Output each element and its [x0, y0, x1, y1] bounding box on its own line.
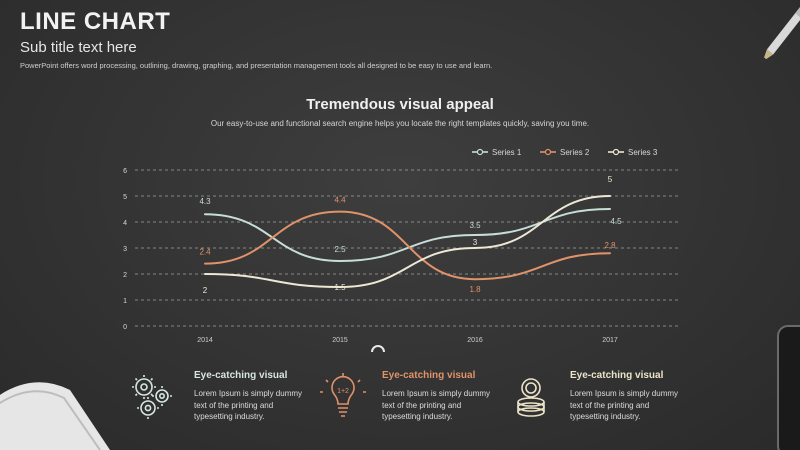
- chart-title: Tremendous visual appeal: [306, 96, 494, 113]
- feature-text: Lorem Ipsum is simply dummy text of the …: [382, 389, 491, 421]
- y-tick-label: 6: [123, 168, 127, 175]
- legend-marker: [544, 148, 552, 156]
- coins-icon: [517, 378, 545, 417]
- legend-marker: [612, 148, 620, 156]
- y-tick-label: 2: [123, 272, 127, 279]
- data-label: 4.3: [199, 197, 211, 206]
- y-tick-label: 5: [123, 194, 127, 201]
- data-label: 3.5: [469, 221, 481, 230]
- legend-marker: [476, 148, 484, 156]
- legend-label: Series 2: [560, 148, 590, 157]
- y-tick-label: 1: [123, 298, 127, 305]
- data-label: 3: [473, 238, 478, 247]
- data-label: 1.8: [469, 285, 481, 294]
- x-tick-label: 2014: [197, 337, 213, 344]
- feature-text: Lorem Ipsum is simply dummy text of the …: [194, 389, 303, 421]
- x-tick-label: 2016: [467, 337, 483, 344]
- data-label: 4.4: [334, 196, 346, 205]
- scroll-indicator-icon: [371, 345, 385, 353]
- page-subtitle: Sub title text here: [20, 39, 137, 56]
- data-label: 2: [203, 286, 208, 295]
- data-label: 1.5: [334, 283, 346, 292]
- page-description: PowerPoint offers word processing, outli…: [20, 61, 493, 70]
- data-label: 4.5: [610, 217, 622, 226]
- lightbulb-icon: 1+2: [320, 373, 366, 417]
- y-tick-label: 3: [123, 246, 127, 253]
- chart-subtitle: Our easy-to-use and functional search en…: [210, 119, 590, 128]
- line-chart: 0 1 2 3 4 5 6 2014 2015 2016 2017 4.3 2.5 3.5 4.5 2.4 4.…: [123, 148, 678, 344]
- series-line: [204, 210, 611, 281]
- feature-title: Eye-catching visual: [194, 370, 288, 381]
- feature-title: Eye-catching visual: [570, 370, 664, 381]
- series-line: [204, 195, 611, 289]
- legend-label: Series 1: [492, 148, 522, 157]
- data-label: 2.8: [604, 241, 616, 250]
- x-tick-label: 2017: [602, 337, 618, 344]
- data-label: 2.4: [199, 248, 211, 257]
- svg-text:1+2: 1+2: [337, 388, 349, 395]
- data-label: 2.5: [334, 245, 346, 254]
- y-tick-label: 4: [123, 220, 127, 227]
- data-label: 5: [608, 175, 613, 184]
- page-title: LINE CHART: [20, 8, 171, 35]
- legend-label: Series 3: [628, 148, 658, 157]
- feature-title: Eye-catching visual: [382, 370, 476, 381]
- y-tick-label: 0: [123, 324, 127, 331]
- gears-icon: [132, 375, 172, 419]
- x-tick-label: 2015: [332, 337, 348, 344]
- feature-text: Lorem Ipsum is simply dummy text of the …: [570, 389, 679, 421]
